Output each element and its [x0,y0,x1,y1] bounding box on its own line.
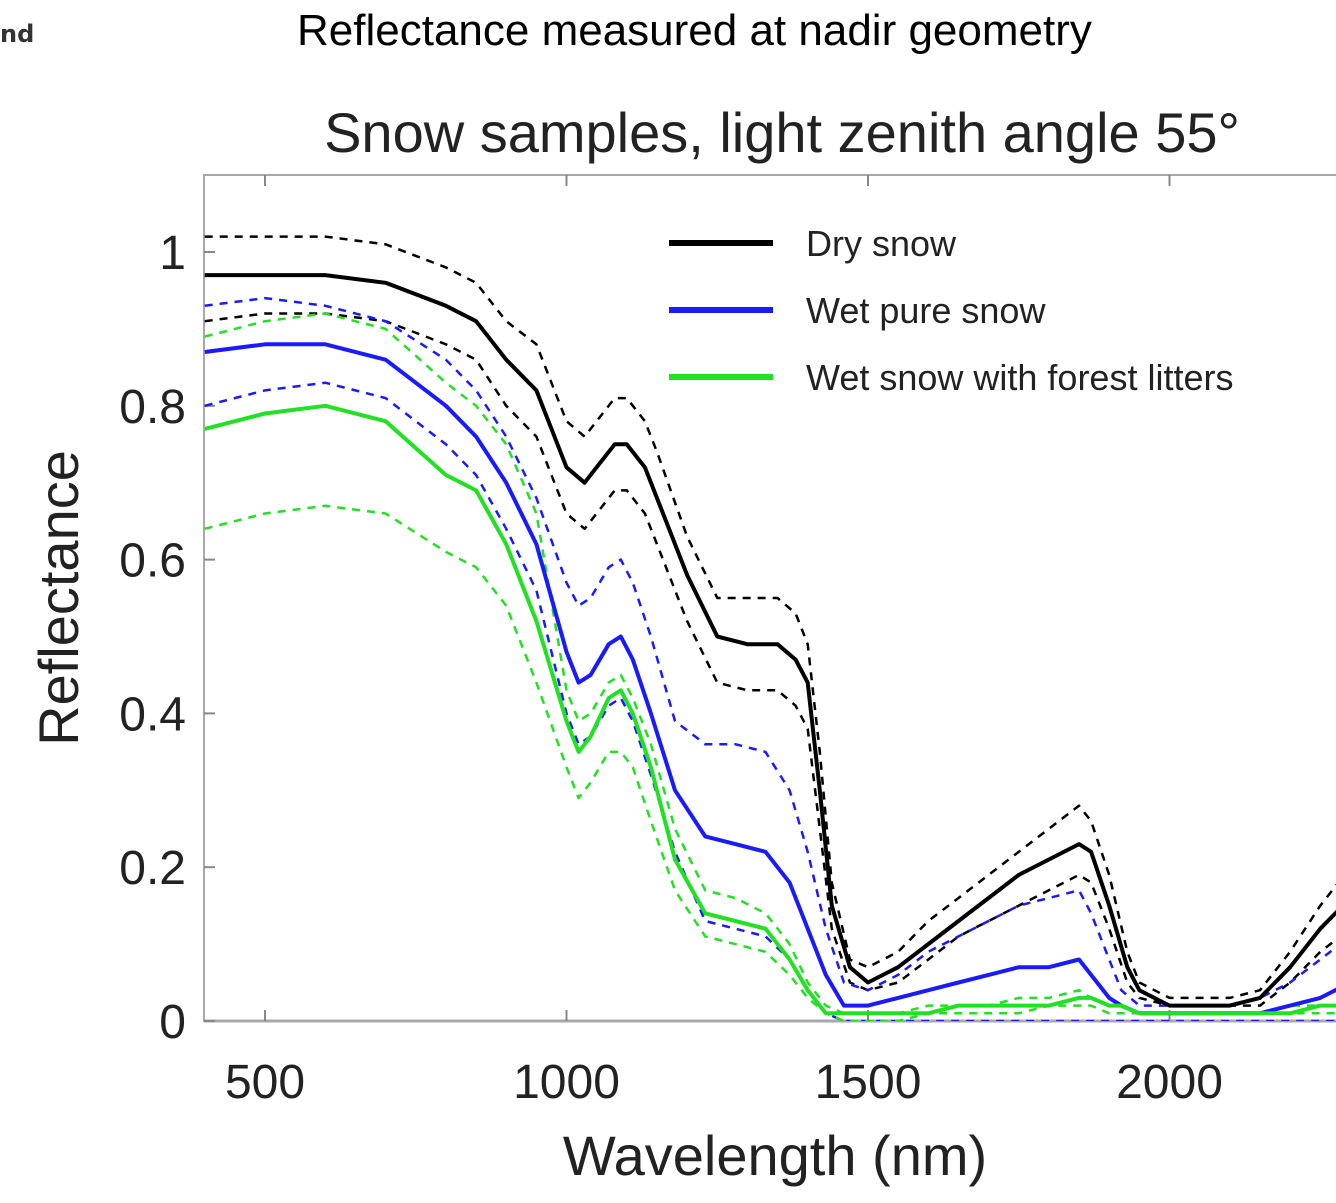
chart-title: Snow samples, light zenith angle 55° [324,101,1240,164]
series-5-dashed-line [204,381,1336,1021]
plot-frame [203,174,1336,1022]
series-1-dashed-line [204,235,1336,1000]
legend-label-wet-snow-with-forest-litters: Wet snow with forest litters [806,357,1233,398]
wet-snow-with-forest-litters-line [204,403,1336,1016]
cropped-text-fragment: nd [0,20,35,48]
y-tick-label: 0.2 [119,842,186,895]
legend-label-wet-pure-snow: Wet pure snow [806,290,1046,331]
dry-snow-line [204,273,1336,1008]
series-layer [204,235,1336,1021]
x-tick-label: 2000 [1116,1056,1223,1109]
series-2-dashed-line [204,312,1336,1007]
legend: Dry snow Wet pure snow Wet snow with fores… [669,223,1233,398]
x-tick-label: 500 [225,1056,305,1109]
series-8-dashed-line [204,504,1336,1021]
header-title: Reflectance measured at nadir geometry [297,6,1092,55]
y-axis-label: Reflectance [27,450,90,746]
series-4-dashed-line [204,296,1336,1007]
series-7-dashed-line [204,312,1336,1015]
axes: 500 1000 1500 2000 0 0.2 0.4 0.6 0.8 1 [119,175,1336,1109]
y-tick-label: 1 [159,227,186,280]
x-tick-label: 1000 [513,1056,620,1109]
y-tick-label: 0.8 [119,381,186,434]
x-axis-label: Wavelength (nm) [563,1124,987,1187]
x-tick-label: 1500 [815,1056,922,1109]
wet-pure-snow-line [204,342,1336,1016]
y-tick-label: 0.6 [119,535,186,588]
legend-label-dry-snow: Dry snow [806,223,957,264]
y-tick-label: 0.4 [119,688,186,741]
y-tick-label: 0 [159,996,186,1049]
